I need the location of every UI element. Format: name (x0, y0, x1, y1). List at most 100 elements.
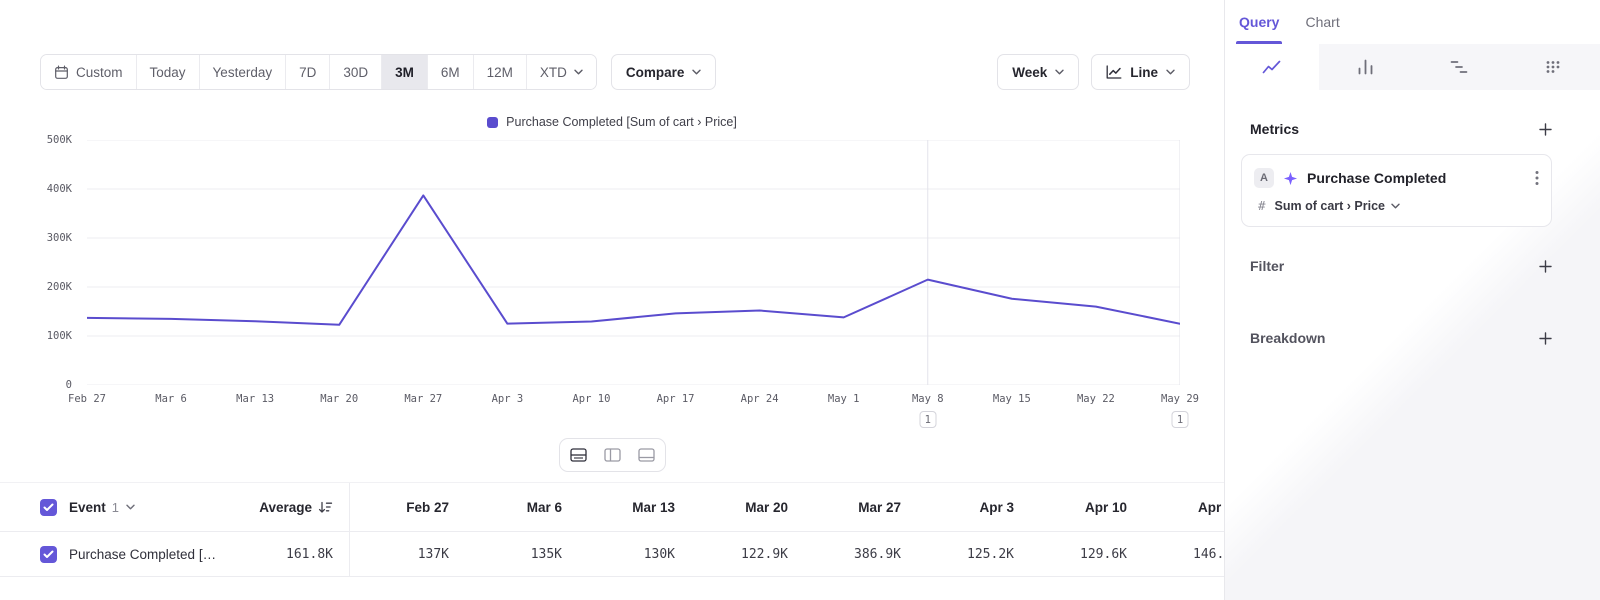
y-tick-label: 100K (46, 330, 72, 342)
legend-label: Purchase Completed [Sum of cart › Price] (506, 115, 737, 129)
range-7d-button[interactable]: 7D (286, 55, 331, 89)
breakdown-section: Breakdown (1241, 325, 1552, 351)
toolbar: Custom Today Yesterday 7D 30D 3M 6M 12M XTD Comp… (40, 54, 1190, 90)
range-xtd-button[interactable]: XTD (526, 55, 596, 89)
average-header-group: Average (259, 500, 333, 515)
bar-chart-icon (1357, 59, 1374, 75)
metric-card-row1: A Purchase Completed (1254, 168, 1539, 188)
layout-table-right-button[interactable] (597, 442, 628, 468)
average-header[interactable]: Average (259, 499, 312, 515)
table-cell: 125.2K (967, 546, 1014, 562)
range-custom-button[interactable]: Custom (41, 55, 137, 89)
stacked-chart-icon (1450, 59, 1468, 75)
range-today-button[interactable]: Today (136, 55, 200, 89)
layout-toggle-group (558, 438, 666, 472)
chevron-down-icon (574, 69, 583, 75)
metric-property: Sum of cart › Price (1274, 198, 1385, 213)
table-right-icon (603, 448, 621, 462)
chevron-down-icon (1166, 69, 1175, 75)
event-count: 1 (111, 499, 119, 515)
x-tick-label: May 29 (1161, 393, 1199, 405)
x-tick-label: Mar 27 (404, 393, 443, 405)
layout-table-bottom-button[interactable] (563, 442, 594, 468)
tab-chart[interactable]: Chart (1305, 14, 1340, 30)
metric-name[interactable]: Purchase Completed (1307, 170, 1447, 186)
sidebar-tabs: Query Chart (1225, 0, 1600, 44)
metric-card[interactable]: A Purchase Completed # Sum of cart › Pri… (1241, 154, 1552, 227)
table-cell: 137K (417, 546, 449, 562)
chevron-down-icon (692, 69, 702, 75)
average-value: 161.8K (286, 546, 333, 562)
interval-button[interactable]: Week (997, 54, 1080, 90)
event-name: Purchase Completed [Sum of cart › Price] (69, 546, 219, 562)
property-selector[interactable]: Sum of cart › Price (1275, 199, 1400, 213)
table-header-row: Event 1 Average Feb 27 Mar 6 Mar 13 Mar 20 M… (0, 483, 1224, 532)
range-6m-button[interactable]: 6M (427, 55, 474, 89)
select-all-checkbox[interactable] (40, 498, 57, 516)
calendar-icon (54, 65, 69, 80)
x-tick-label: Apr 17 (656, 393, 695, 405)
row-checkbox[interactable] (40, 545, 57, 563)
event-header-label: Event (69, 499, 106, 515)
date-range-picker: Custom Today Yesterday 7D 30D 3M 6M 12M XTD (40, 54, 597, 90)
interval-label: Week (1012, 64, 1048, 80)
line-chart-icon (1262, 59, 1281, 75)
add-filter-button[interactable] (1539, 259, 1552, 273)
annotation-badge[interactable]: 1 (919, 411, 937, 428)
y-tick-label: 300K (46, 232, 72, 244)
compare-button[interactable]: Compare (610, 54, 717, 90)
line-chart[interactable] (87, 140, 1180, 385)
event-sparkle-icon (1283, 171, 1298, 186)
table-row-left: Purchase Completed [Sum of cart › Price]… (0, 532, 350, 576)
legend-swatch (487, 116, 499, 128)
column-header-apr-10[interactable]: Apr 10 (1084, 499, 1127, 515)
x-tick-label: Feb 27 (68, 393, 106, 405)
range-12m-button[interactable]: 12M (473, 55, 527, 89)
sort-descending-icon[interactable] (318, 501, 333, 514)
layout-chart-only-button[interactable] (631, 442, 662, 468)
x-tick-label: May 1 (827, 393, 860, 405)
x-tick-label: Mar 6 (155, 393, 187, 405)
y-tick-label: 400K (46, 183, 72, 195)
column-header-mar-27[interactable]: Mar 27 (858, 499, 901, 515)
table-cell: 146.2K (1193, 546, 1224, 562)
annotation-badge[interactable]: 1 (1171, 411, 1189, 428)
column-header-apr-17[interactable]: Apr 17 (1197, 499, 1224, 515)
add-metric-button[interactable] (1539, 122, 1552, 136)
range-3m-button[interactable]: 3M (382, 55, 428, 89)
viz-bar-button[interactable] (1319, 44, 1413, 90)
viz-metric-button[interactable] (1506, 44, 1600, 90)
column-header-mar-6[interactable]: Mar 6 (526, 499, 562, 515)
column-header-feb-27[interactable]: Feb 27 (406, 499, 449, 515)
line-chart-icon (1106, 65, 1122, 79)
table-data-row: Purchase Completed [Sum of cart › Price]… (0, 532, 1224, 577)
add-breakdown-button[interactable] (1539, 331, 1552, 345)
viz-stacked-button[interactable] (1413, 44, 1507, 90)
chevron-down-icon (1391, 203, 1400, 209)
tab-query[interactable]: Query (1235, 0, 1283, 44)
viz-line-button[interactable] (1225, 44, 1319, 90)
metric-card-row2: # Sum of cart › Price (1254, 198, 1539, 213)
table-cell: 135K (530, 546, 562, 562)
x-tick-label: May 22 (1076, 393, 1115, 405)
chart-type-button[interactable]: Line (1091, 54, 1190, 90)
range-30d-button[interactable]: 30D (330, 55, 383, 89)
event-dropdown-chevron-icon[interactable] (126, 504, 135, 510)
column-header-mar-13[interactable]: Mar 13 (632, 499, 675, 515)
chart-only-icon (637, 448, 655, 462)
table-cell: 129.6K (1080, 546, 1127, 562)
filter-label: Filter (1250, 258, 1285, 274)
chart-legend: Purchase Completed [Sum of cart › Price] (0, 114, 1224, 130)
range-yesterday-button[interactable]: Yesterday (199, 55, 287, 89)
x-tick-label: May 8 (911, 393, 944, 405)
table-cell: 122.9K (741, 546, 788, 562)
column-header-apr-3[interactable]: Apr 3 (979, 499, 1014, 515)
metrics-section-header: Metrics (1241, 118, 1552, 140)
metric-menu-button[interactable] (1535, 170, 1539, 186)
query-builder: Metrics A Purchase Completed # Sum of ca… (1225, 118, 1600, 351)
column-header-mar-20[interactable]: Mar 20 (745, 499, 788, 515)
chart-area: 0 100K 200K 300K 400K 500K Feb 27 Mar 6 Mar 13 M… (0, 130, 1224, 430)
metric-icon (1545, 59, 1561, 75)
table-bottom-icon (569, 448, 587, 462)
chevron-down-icon (1055, 69, 1064, 75)
